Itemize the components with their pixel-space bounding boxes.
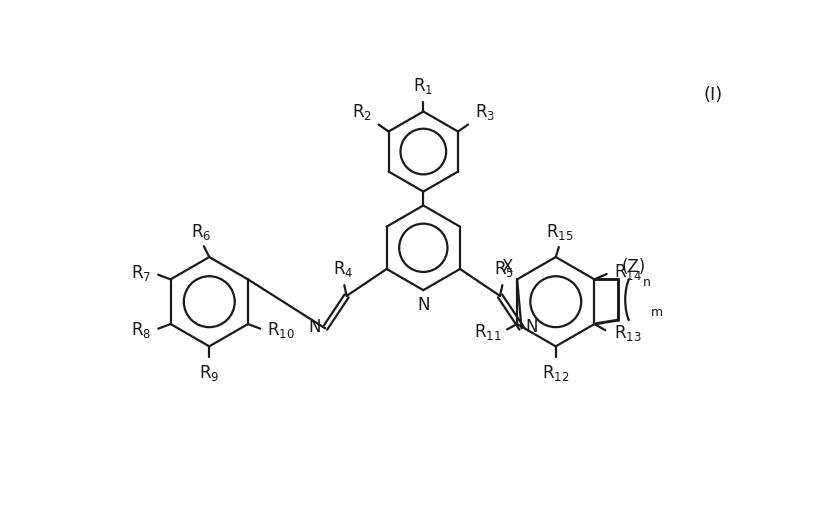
Text: (I): (I) [704, 86, 724, 104]
Text: R$_{5}$: R$_{5}$ [494, 259, 514, 279]
Text: X: X [501, 258, 512, 276]
Text: N: N [417, 296, 430, 314]
Text: R$_{11}$: R$_{11}$ [474, 322, 501, 342]
Text: R$_{7}$: R$_{7}$ [131, 263, 151, 283]
Text: R$_{2}$: R$_{2}$ [352, 102, 372, 122]
Text: R$_{13}$: R$_{13}$ [614, 323, 641, 343]
Text: R$_{1}$: R$_{1}$ [413, 76, 434, 96]
Text: R$_{4}$: R$_{4}$ [333, 259, 353, 279]
Text: R$_{6}$: R$_{6}$ [192, 222, 211, 242]
Text: n: n [643, 276, 651, 289]
Text: m: m [651, 306, 662, 319]
Text: R$_{12}$: R$_{12}$ [542, 363, 569, 383]
Text: R$_{8}$: R$_{8}$ [131, 320, 151, 340]
Text: R$_{15}$: R$_{15}$ [546, 222, 573, 242]
Text: N: N [309, 318, 321, 335]
Text: R$_{10}$: R$_{10}$ [267, 320, 295, 340]
Text: R$_{3}$: R$_{3}$ [475, 102, 495, 122]
Text: R$_{9}$: R$_{9}$ [199, 363, 220, 383]
Text: N: N [525, 318, 538, 335]
Text: R$_{14}$: R$_{14}$ [614, 261, 642, 282]
Text: (Z): (Z) [621, 258, 646, 276]
